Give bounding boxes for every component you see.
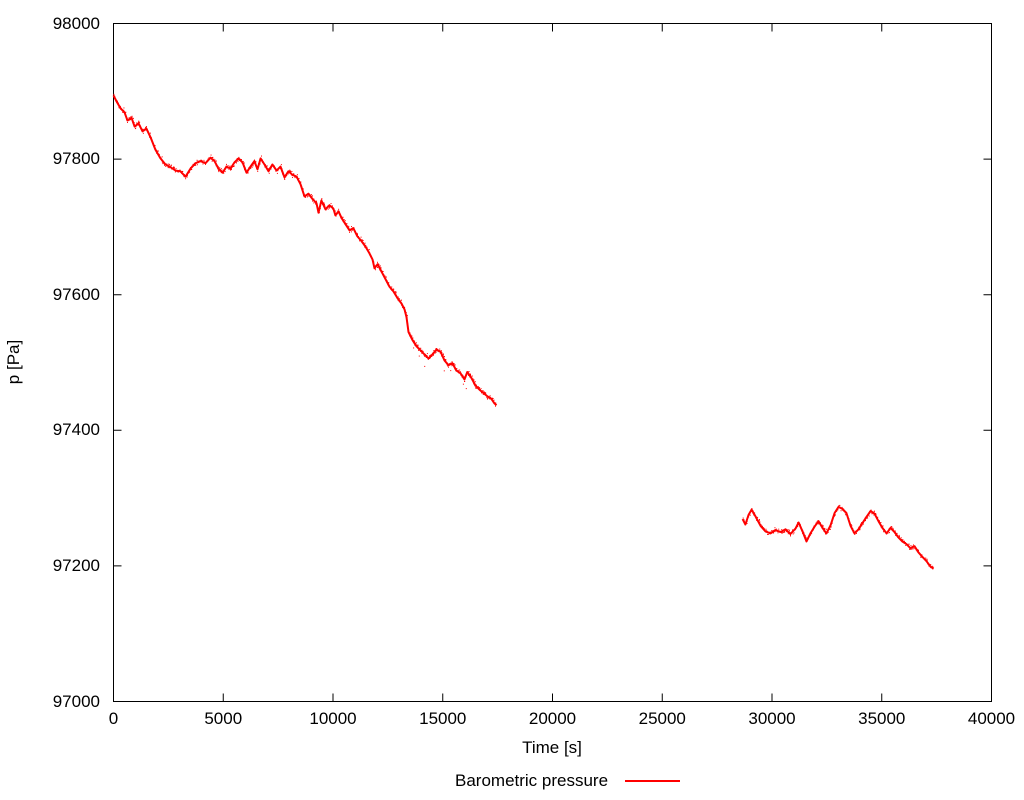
- plot-border: [113, 23, 992, 702]
- x-tick-label: 15000: [419, 709, 467, 728]
- pressure-trace-segment-1: [112, 94, 498, 406]
- y-tick-label: 97400: [52, 420, 100, 440]
- x-tick-label: 20000: [528, 709, 577, 728]
- y-tick-label: 98000: [52, 13, 100, 33]
- x-tick-label: 30000: [748, 709, 796, 728]
- x-tick-label: 10000: [309, 709, 357, 728]
- axis-ticks: [113, 23, 992, 702]
- y-tick-label: 97800: [52, 149, 100, 169]
- x-tick-label: 5000: [204, 709, 243, 728]
- x-tick-label: 40000: [967, 709, 1016, 728]
- y-tick-label: 97200: [52, 555, 100, 575]
- pressure-scatter-dots-segment-2: [742, 504, 934, 570]
- pressure-trace-segment-2: [741, 505, 935, 570]
- legend-label: Barometric pressure: [455, 771, 609, 790]
- pressure-scatter-dots-segment-1: [113, 93, 497, 407]
- x-tick-label: 35000: [858, 709, 906, 728]
- y-tick-label: 97600: [52, 284, 100, 304]
- legend-line-sample: [625, 780, 681, 782]
- x-tick-label: 25000: [638, 709, 686, 728]
- x-tick-label: 0: [108, 709, 119, 728]
- x-axis-title: Time [s]: [522, 738, 582, 757]
- legend: Barometric pressure: [455, 771, 681, 791]
- y-axis-title: p [Pa]: [4, 339, 23, 385]
- y-tick-label: 97000: [52, 691, 100, 711]
